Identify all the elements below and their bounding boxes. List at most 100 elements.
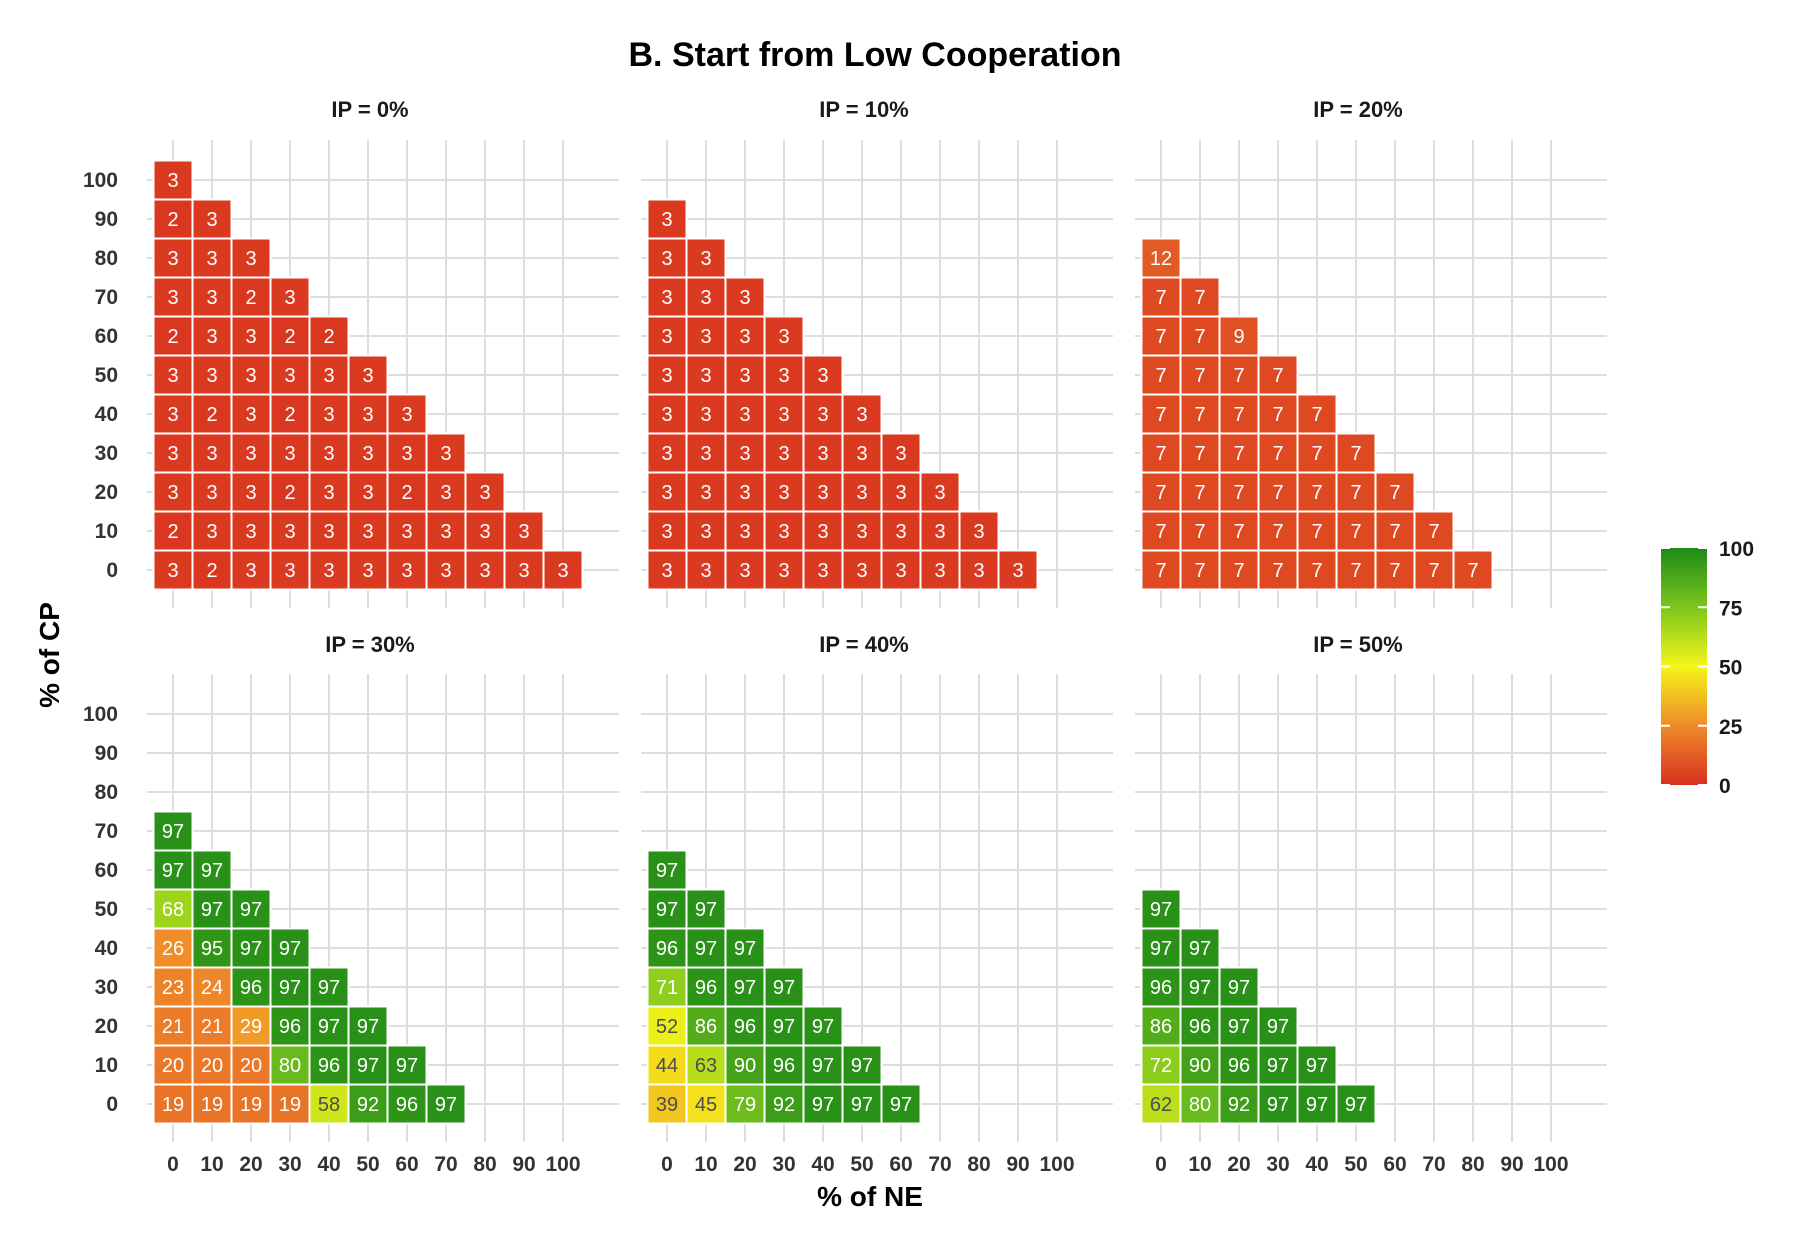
- heatmap-cell: [191, 276, 233, 318]
- heatmap-cell: [152, 927, 194, 969]
- heatmap-cell: [152, 1005, 194, 1047]
- heatmap-cell: [724, 549, 766, 591]
- cell-value-label: 97: [851, 1055, 873, 1077]
- heatmap-cell: [347, 510, 389, 552]
- heatmap-cell: [152, 888, 194, 930]
- heatmap-cell: [997, 549, 1039, 591]
- heatmap-cell: [230, 354, 272, 396]
- cell-value-label: 97: [279, 938, 301, 960]
- cell-value-label: 63: [695, 1055, 717, 1077]
- cell-value-label: 3: [895, 482, 906, 504]
- heatmap-cell: [919, 510, 961, 552]
- heatmap-cell: [1179, 276, 1221, 318]
- cell-value-label: 97: [773, 977, 795, 999]
- heatmap-cell: [152, 276, 194, 318]
- cell-value-label: 3: [167, 560, 178, 582]
- cell-value-label: 3: [817, 482, 828, 504]
- cell-value-label: 3: [245, 482, 256, 504]
- y-tick-label: 90: [95, 742, 118, 765]
- x-tick-label: 90: [1500, 1153, 1523, 1176]
- cell-value-label: 7: [1272, 560, 1283, 582]
- cell-value-label: 3: [661, 404, 672, 426]
- cell-value-label: 71: [656, 977, 678, 999]
- cell-value-label: 20: [162, 1055, 184, 1077]
- cell-value-label: 21: [162, 1016, 184, 1038]
- cell-value-label: 3: [284, 521, 295, 543]
- heatmap-cell: [152, 237, 194, 279]
- panel-title: IP = 40%: [819, 632, 909, 657]
- cell-value-label: 3: [167, 404, 178, 426]
- heatmap-cell: [269, 432, 311, 474]
- cell-value-label: 97: [1306, 1094, 1328, 1116]
- cell-value-label: 86: [695, 1016, 717, 1038]
- color-legend: 0 25 50 75 100: [1661, 538, 1754, 798]
- heatmap-cell: [802, 1083, 844, 1125]
- panel-title: IP = 10%: [819, 97, 909, 122]
- cell-value-label: 2: [206, 404, 217, 426]
- heatmap-cell: [763, 966, 805, 1008]
- cell-value-label: 96: [1189, 1016, 1211, 1038]
- cell-value-label: 3: [479, 560, 490, 582]
- cell-value-label: 9: [1233, 326, 1244, 348]
- cell-value-label: 3: [284, 287, 295, 309]
- cell-value-label: 3: [440, 560, 451, 582]
- heatmap-cell: [191, 198, 233, 240]
- heatmap-cell: [646, 966, 688, 1008]
- cell-value-label: 96: [240, 977, 262, 999]
- cell-value-label: 97: [240, 899, 262, 921]
- heatmap-cell: [191, 849, 233, 891]
- cell-value-label: 3: [856, 404, 867, 426]
- cell-value-label: 2: [284, 404, 295, 426]
- cell-value-label: 97: [318, 977, 340, 999]
- cell-value-label: 3: [661, 209, 672, 231]
- cell-value-label: 3: [856, 521, 867, 543]
- heatmap-cell: [503, 549, 545, 591]
- cell-value-label: 3: [401, 443, 412, 465]
- cell-value-label: 3: [739, 365, 750, 387]
- heatmap-cell: [1296, 510, 1338, 552]
- heatmap-cell: [542, 549, 584, 591]
- cell-value-label: 62: [1150, 1094, 1172, 1116]
- cell-value-label: 23: [162, 977, 184, 999]
- cell-value-label: 3: [401, 404, 412, 426]
- panel-1: IP = 0% 0 10 20 30 40 50 60 70 80 90 100 3 2 3 3 3 3 3 3 3 3 3…: [83, 97, 619, 608]
- cell-value-label: 97: [435, 1094, 457, 1116]
- cell-value-label: 7: [1155, 443, 1166, 465]
- heatmap-cell: [685, 354, 727, 396]
- panel-title: IP = 30%: [325, 632, 415, 657]
- heatmap-cell: [386, 393, 428, 435]
- x-tick-label: 10: [1188, 1153, 1211, 1176]
- cell-value-label: 3: [700, 326, 711, 348]
- cell-value-label: 3: [284, 443, 295, 465]
- cell-value-label: 3: [245, 404, 256, 426]
- cell-value-label: 3: [700, 560, 711, 582]
- heatmap-cell: [646, 198, 688, 240]
- cell-value-label: 19: [162, 1094, 184, 1116]
- cell-value-label: 3: [700, 248, 711, 270]
- y-tick-label: 40: [95, 937, 118, 960]
- heatmap-cell: [464, 510, 506, 552]
- y-tick-label: 100: [83, 703, 118, 726]
- panel-title: IP = 20%: [1313, 97, 1403, 122]
- heatmap-cell: [1218, 1005, 1260, 1047]
- cell-value-label: 3: [362, 365, 373, 387]
- heatmap-cell: [1296, 1044, 1338, 1086]
- cell-value-label: 7: [1194, 287, 1205, 309]
- heatmap-cell: [646, 888, 688, 930]
- heatmap-cell: [1335, 432, 1377, 474]
- cell-value-label: 3: [401, 521, 412, 543]
- heatmap-cell: [646, 849, 688, 891]
- cell-value-label: 7: [1272, 404, 1283, 426]
- cell-value-label: 96: [318, 1055, 340, 1077]
- heatmap-cell: [1179, 354, 1221, 396]
- heatmap-cell: [724, 276, 766, 318]
- heatmap-cell: [646, 432, 688, 474]
- cell-value-label: 97: [162, 860, 184, 882]
- cell-value-label: 95: [201, 938, 223, 960]
- cell-value-label: 52: [656, 1016, 678, 1038]
- cell-value-label: 3: [245, 326, 256, 348]
- heatmap-cell: [230, 276, 272, 318]
- cell-value-label: 3: [739, 326, 750, 348]
- cell-value-label: 97: [318, 1016, 340, 1038]
- cell-value-label: 3: [739, 443, 750, 465]
